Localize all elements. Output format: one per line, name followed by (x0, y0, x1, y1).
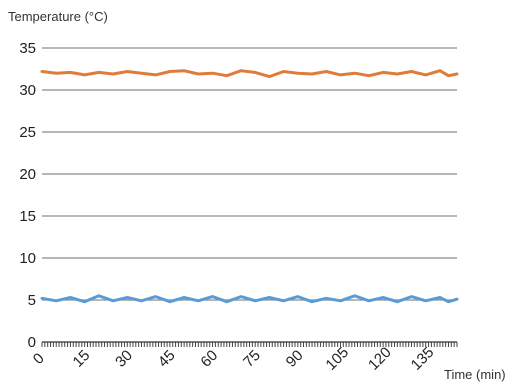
y-tick-label-30: 30 (19, 82, 36, 99)
y-axis-ticks: 0 5 10 15 20 25 30 35 (19, 40, 36, 351)
x-tick-label-45: 45 (155, 347, 179, 371)
y-tick-label-20: 20 (19, 166, 36, 183)
x-axis-ticks: 0 15 30 45 60 75 90 105 120 135 (30, 344, 438, 374)
y-tick-label-25: 25 (19, 124, 36, 141)
y-tick-label-10: 10 (19, 250, 36, 267)
y-tick-label-5: 5 (28, 292, 36, 309)
y-tick-label-35: 35 (19, 40, 36, 57)
x-tick-label-105: 105 (322, 344, 352, 374)
x-axis-minor-ticks (41, 342, 458, 347)
y-tick-label-15: 15 (19, 208, 36, 225)
x-tick-label-75: 75 (240, 347, 264, 371)
gridlines (42, 47, 457, 301)
y-tick-label-0: 0 (28, 334, 36, 351)
series-line-0 (40, 69, 459, 79)
x-tick-label-0: 0 (30, 350, 48, 368)
x-tick-label-30: 30 (112, 347, 136, 371)
x-axis-title: Time (min) (444, 367, 506, 382)
x-tick-label-60: 60 (197, 347, 221, 371)
x-tick-label-15: 15 (70, 347, 94, 371)
series-lines (40, 69, 459, 304)
x-tick-label-120: 120 (365, 344, 395, 374)
y-axis-title: Temperature (°C) (8, 9, 108, 24)
x-tick-label-135: 135 (408, 344, 438, 374)
series-line-1 (40, 294, 459, 304)
x-tick-label-90: 90 (283, 347, 307, 371)
